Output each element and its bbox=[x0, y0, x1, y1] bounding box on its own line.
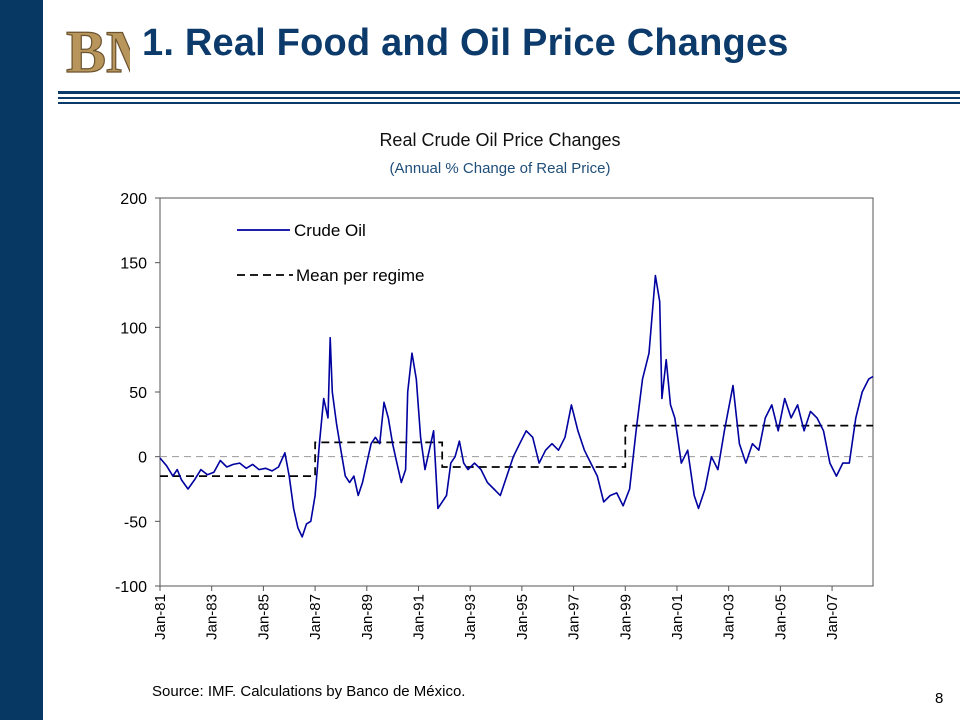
y-tick-label: 0 bbox=[138, 450, 147, 467]
chart-subtitle: (Annual % Change of Real Price) bbox=[389, 160, 611, 177]
x-tick-label: Jan-97 bbox=[566, 594, 583, 640]
source-note: Source: IMF. Calculations by Banco de Mé… bbox=[152, 683, 466, 700]
plot-frame bbox=[159, 197, 874, 587]
legend-label-crude-oil: Crude Oil bbox=[294, 221, 366, 240]
x-tick-label: Jan-87 bbox=[307, 594, 324, 640]
series-line-crude-oil bbox=[159, 274, 874, 538]
x-tick-label: Jan-81 bbox=[152, 594, 169, 640]
x-tick-label: Jan-89 bbox=[359, 594, 376, 640]
banco-de-mexico-logo: BM bbox=[65, 18, 130, 85]
x-tick-label: Jan-07 bbox=[824, 594, 841, 640]
x-tick-label: Jan-01 bbox=[669, 594, 686, 640]
x-tick-label: Jan-05 bbox=[772, 594, 789, 640]
x-tick-label: Jan-93 bbox=[462, 594, 479, 640]
y-tick-label: 200 bbox=[120, 191, 147, 208]
y-tick-label: 50 bbox=[129, 385, 147, 402]
y-tick-label: -100 bbox=[115, 579, 147, 596]
x-tick-label: Jan-95 bbox=[514, 594, 531, 640]
x-tick-label: Jan-83 bbox=[204, 594, 221, 640]
sidebar-band bbox=[0, 0, 43, 720]
y-tick-label: 150 bbox=[120, 256, 147, 273]
x-tick-label: Jan-91 bbox=[410, 594, 427, 640]
y-tick-label: 100 bbox=[120, 320, 147, 337]
legend-label-mean-per-regime: Mean per regime bbox=[296, 266, 425, 285]
y-tick-label: -50 bbox=[124, 514, 147, 531]
series-line-mean-per-regime bbox=[160, 424, 873, 477]
x-tick-label: Jan-99 bbox=[617, 594, 634, 640]
chart-title: Real Crude Oil Price Changes bbox=[379, 130, 621, 150]
title-underline bbox=[58, 91, 960, 104]
slide-title: 1. Real Food and Oil Price Changes bbox=[142, 22, 789, 64]
x-tick-label: Jan-85 bbox=[255, 594, 272, 640]
page-number: 8 bbox=[935, 690, 944, 707]
logo-text: BM bbox=[66, 19, 130, 85]
x-tick-label: Jan-03 bbox=[721, 594, 738, 640]
